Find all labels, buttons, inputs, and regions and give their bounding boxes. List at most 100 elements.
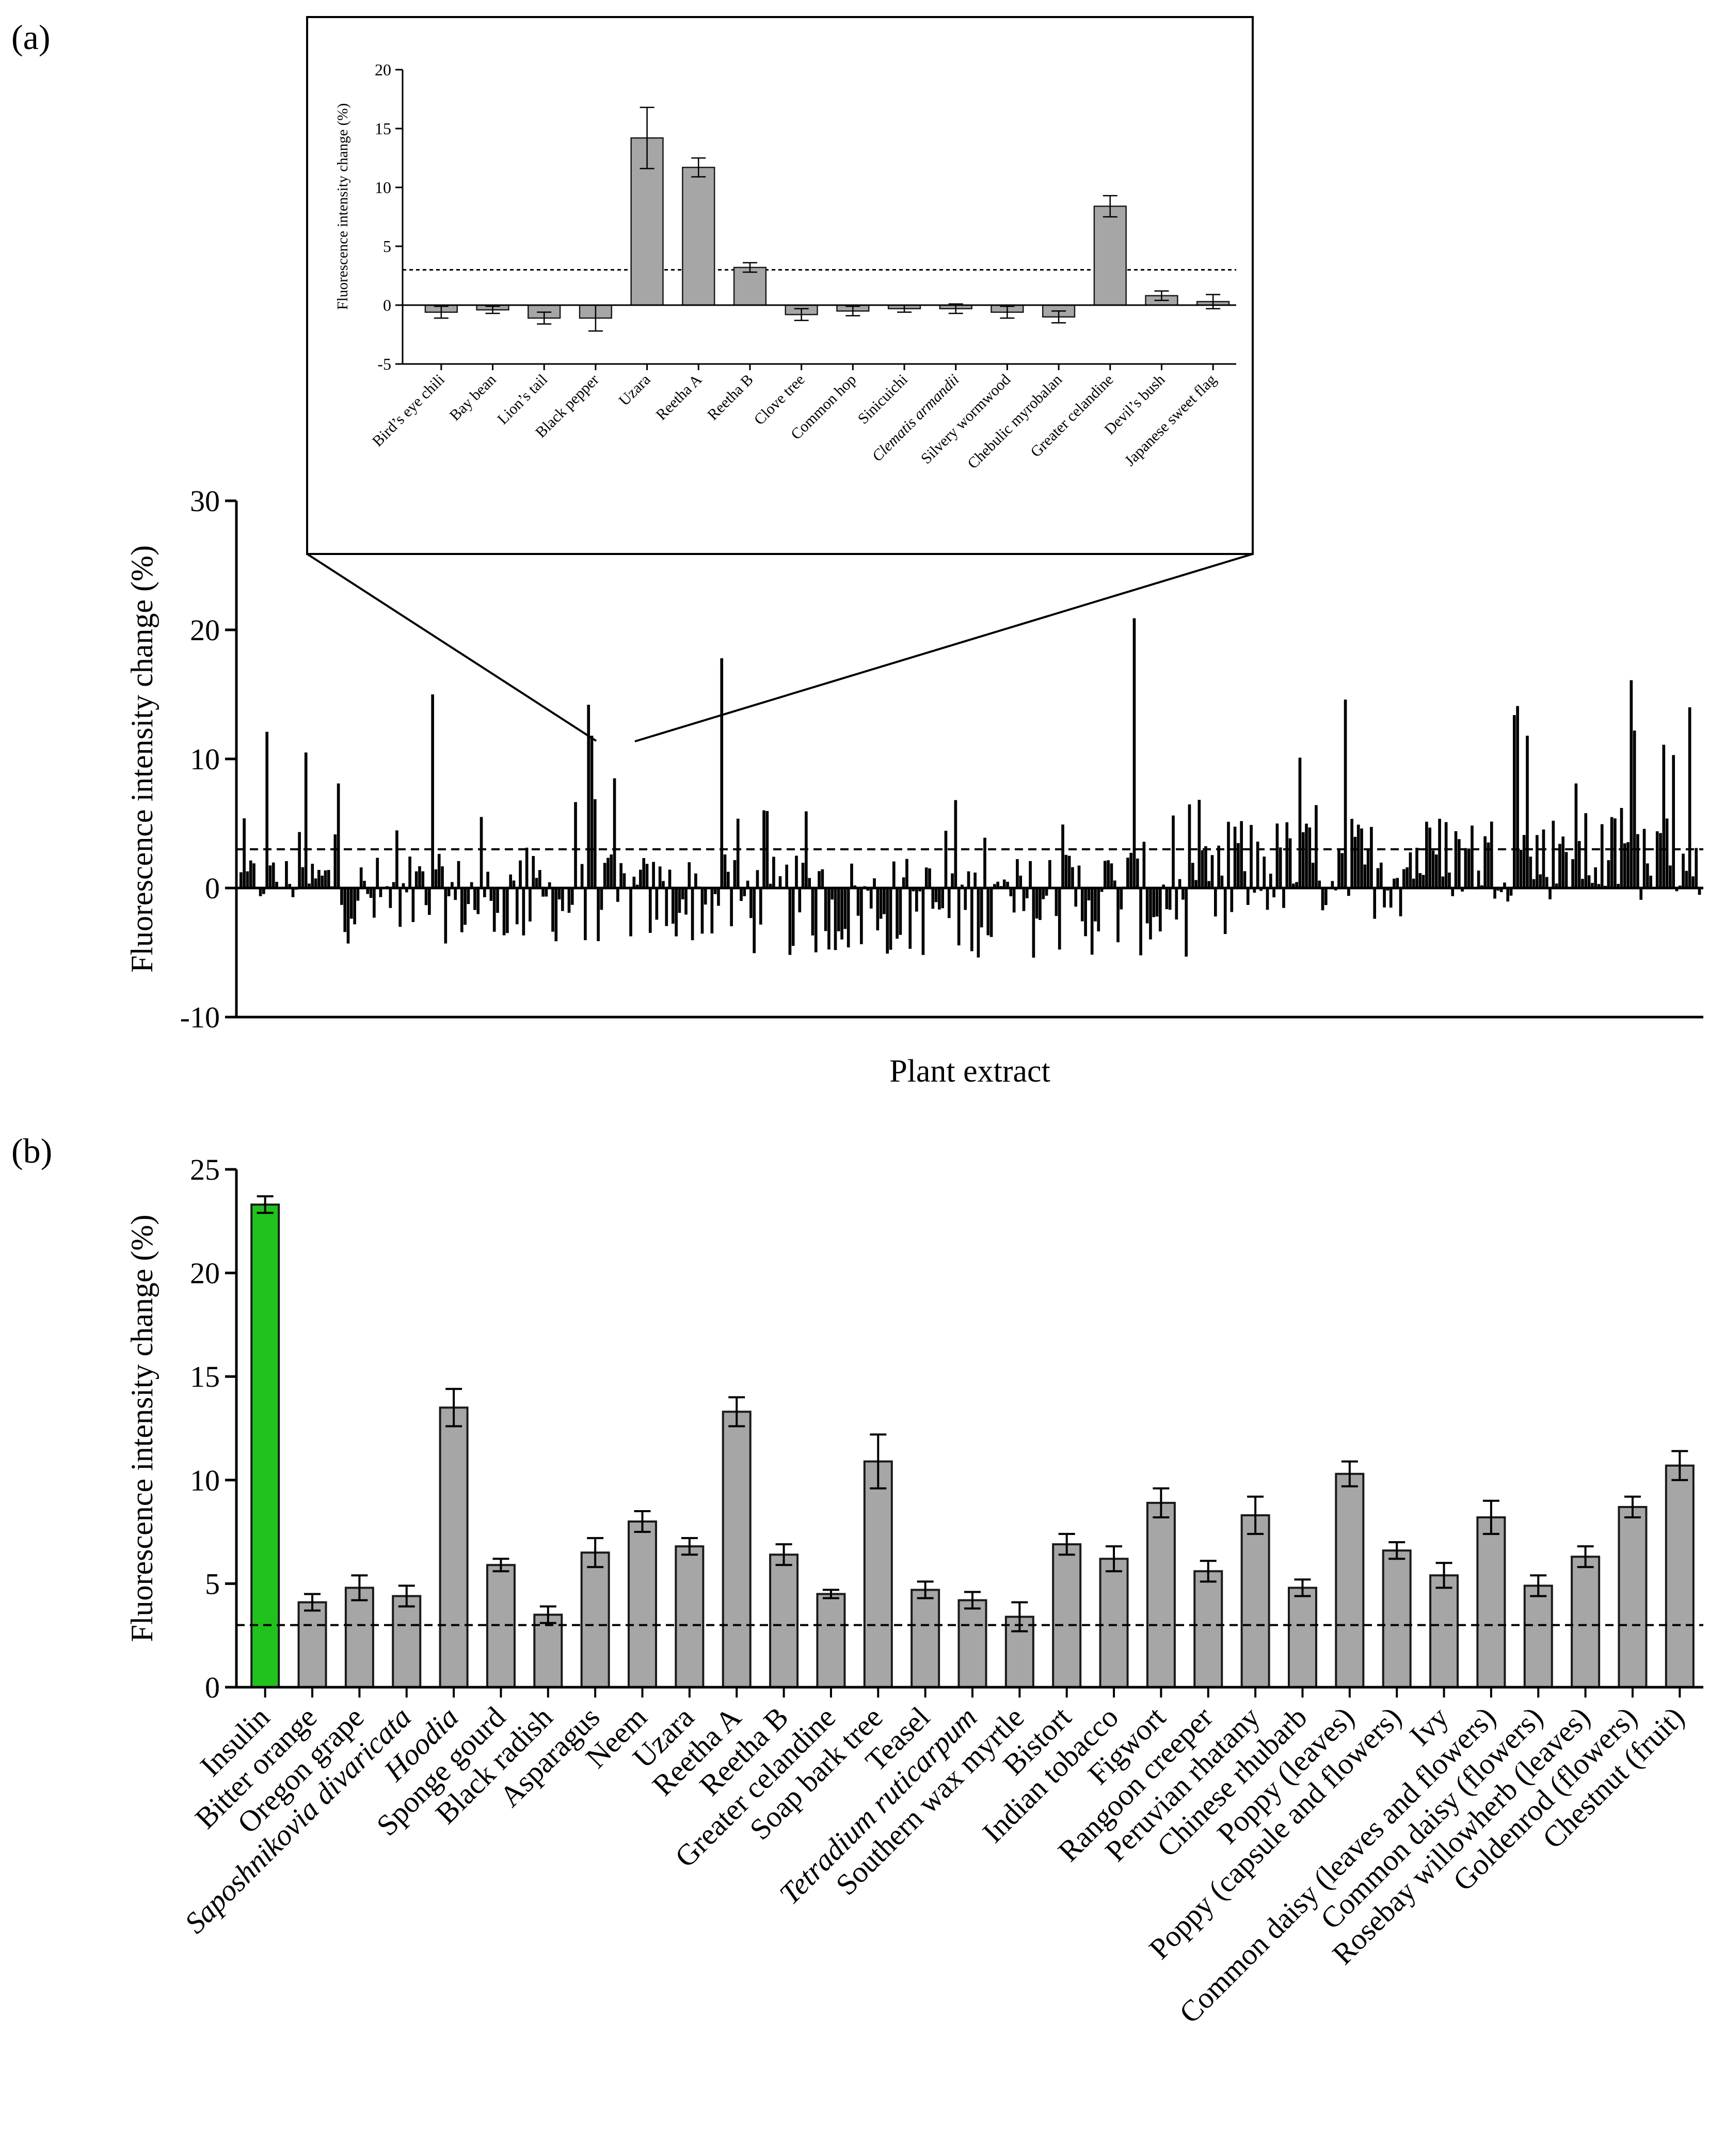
bar bbox=[1464, 848, 1467, 888]
bar bbox=[441, 866, 444, 888]
bar bbox=[1094, 888, 1097, 922]
bar bbox=[866, 888, 870, 891]
bar bbox=[561, 888, 564, 911]
bar bbox=[1490, 821, 1493, 888]
bar bbox=[1039, 888, 1042, 920]
panel-a-label: (a) bbox=[11, 18, 50, 57]
bar bbox=[1564, 852, 1568, 888]
bar bbox=[905, 859, 908, 888]
bar bbox=[1217, 845, 1220, 888]
bar bbox=[545, 888, 548, 897]
bar bbox=[285, 861, 288, 888]
bar bbox=[1321, 888, 1324, 911]
bar bbox=[268, 865, 272, 888]
bar bbox=[428, 888, 431, 915]
bar bbox=[827, 888, 830, 949]
bar bbox=[769, 1553, 799, 1688]
bar bbox=[1061, 825, 1064, 888]
bar bbox=[506, 888, 509, 933]
bar bbox=[1467, 848, 1471, 888]
bar bbox=[1129, 852, 1133, 888]
bar bbox=[1688, 707, 1691, 888]
bar bbox=[557, 888, 561, 900]
bar bbox=[541, 888, 545, 897]
bar bbox=[645, 864, 649, 888]
bar bbox=[1080, 888, 1084, 922]
bar bbox=[379, 888, 382, 897]
bar bbox=[811, 888, 814, 936]
bar bbox=[1331, 881, 1334, 888]
bar bbox=[424, 888, 428, 906]
bar bbox=[535, 878, 538, 888]
bar bbox=[1471, 826, 1474, 888]
bar bbox=[1409, 852, 1412, 888]
bar bbox=[1461, 888, 1464, 892]
bar bbox=[1285, 822, 1289, 888]
bar bbox=[840, 888, 843, 940]
bar bbox=[1340, 853, 1344, 888]
bar bbox=[886, 888, 889, 954]
bar bbox=[1405, 867, 1409, 888]
bar bbox=[1555, 883, 1558, 888]
bar bbox=[694, 873, 697, 888]
bar bbox=[1529, 857, 1532, 888]
bar bbox=[1145, 888, 1149, 924]
bar bbox=[590, 736, 594, 888]
bar bbox=[1649, 876, 1652, 888]
bar bbox=[492, 888, 496, 932]
bar bbox=[480, 817, 483, 888]
y-tick-label: 0 bbox=[205, 871, 220, 905]
bar bbox=[911, 1589, 940, 1689]
bar bbox=[879, 888, 883, 919]
bar bbox=[1240, 821, 1243, 888]
bar bbox=[1431, 850, 1435, 888]
bar bbox=[713, 888, 717, 894]
bar bbox=[392, 1595, 422, 1688]
bar bbox=[769, 883, 772, 888]
bar bbox=[801, 863, 805, 888]
bar bbox=[1448, 873, 1451, 888]
bar bbox=[1503, 882, 1506, 888]
bar bbox=[869, 888, 873, 909]
bar bbox=[1617, 883, 1620, 888]
bar bbox=[340, 888, 343, 905]
bar bbox=[1016, 859, 1019, 888]
bar bbox=[632, 877, 636, 888]
bar bbox=[421, 871, 425, 888]
bar bbox=[451, 882, 454, 888]
bar bbox=[1344, 700, 1347, 888]
bar bbox=[619, 863, 622, 888]
bar bbox=[366, 888, 370, 894]
bar bbox=[1532, 879, 1536, 888]
bar bbox=[1639, 888, 1643, 900]
bar bbox=[1263, 857, 1266, 888]
bar bbox=[454, 888, 457, 900]
bar bbox=[691, 888, 694, 941]
bar bbox=[700, 888, 704, 934]
bar bbox=[346, 888, 350, 944]
bar bbox=[821, 869, 824, 888]
bar bbox=[1243, 871, 1247, 888]
bar bbox=[1071, 867, 1074, 888]
bar bbox=[704, 888, 707, 905]
bar bbox=[983, 837, 986, 888]
bar bbox=[759, 888, 762, 925]
bar bbox=[250, 1203, 280, 1689]
bar bbox=[1298, 757, 1302, 888]
inset-y-tick-label: -5 bbox=[377, 355, 391, 373]
bar bbox=[1029, 861, 1032, 888]
bar bbox=[1545, 877, 1548, 888]
bar bbox=[551, 888, 554, 932]
bar bbox=[921, 888, 925, 955]
bar bbox=[675, 888, 678, 937]
bar bbox=[717, 888, 720, 906]
bar bbox=[672, 888, 675, 924]
bar bbox=[301, 867, 305, 888]
bar bbox=[1519, 849, 1523, 888]
bar bbox=[1655, 831, 1659, 888]
bar bbox=[856, 888, 860, 916]
bar bbox=[1193, 1570, 1223, 1688]
bar bbox=[1223, 888, 1227, 934]
bar bbox=[816, 1593, 846, 1688]
